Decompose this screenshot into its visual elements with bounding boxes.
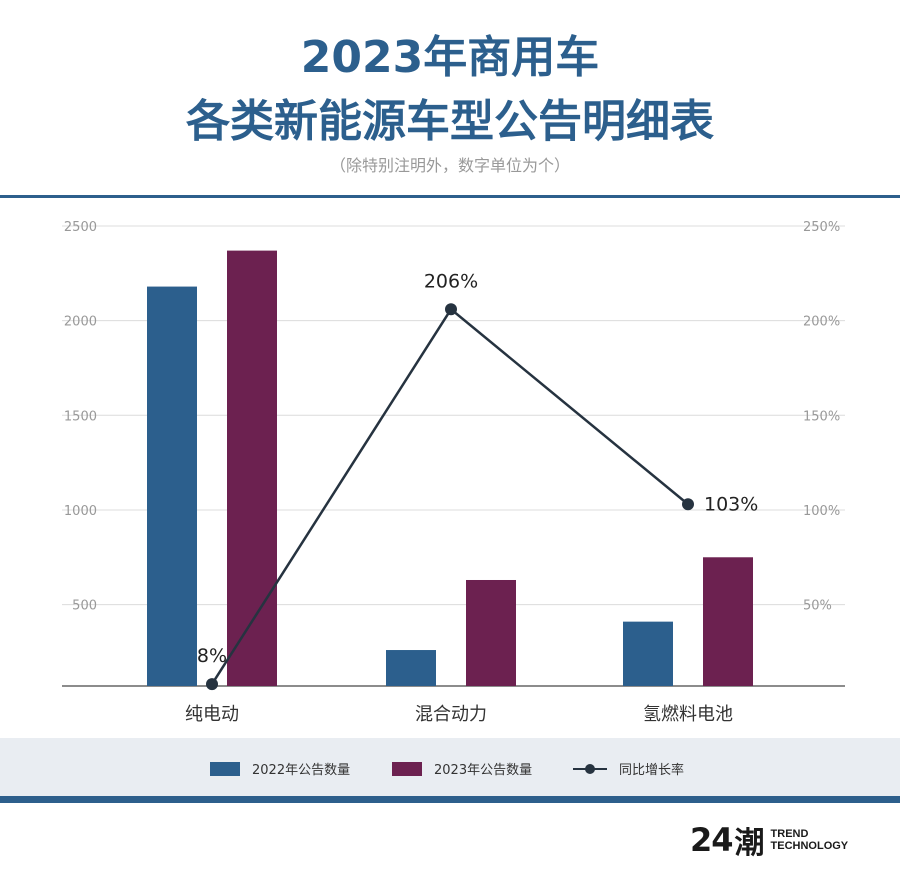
x-category-label: 混合动力 — [415, 704, 487, 725]
y-right-tick-label: 250% — [803, 220, 840, 235]
growth-data-label: 103% — [704, 493, 758, 515]
legend-label-2022: 2022年公告数量 — [252, 763, 351, 778]
y-left-tick-label: 2500 — [64, 220, 97, 235]
logo-english-line-1: TREND — [770, 828, 809, 840]
y-left-tick-label: 500 — [72, 599, 97, 614]
growth-point — [206, 678, 218, 691]
x-category-label: 纯电动 — [185, 704, 239, 725]
y-left-tick-label: 2000 — [64, 315, 97, 330]
legend-item-2022: 2022年公告数量 — [210, 759, 350, 778]
chart-title-line-2: 各类新能源车型公告明细表 — [186, 96, 714, 147]
growth-data-label: 206% — [424, 270, 478, 292]
chart-title-line-1: 2023年商用车 — [300, 32, 600, 83]
y-right-tick-label: 150% — [803, 409, 840, 424]
legend-swatch-2023 — [392, 761, 422, 776]
y-right-tick-label: 100% — [803, 504, 840, 519]
growth-data-label: 8% — [197, 645, 227, 667]
growth-point — [682, 498, 694, 511]
bar-2023-1 — [466, 579, 516, 686]
bar-2022-1 — [386, 650, 436, 686]
bottom-divider — [0, 796, 900, 803]
chart-subtitle: （除特别注明外，数字单位为个） — [329, 156, 570, 175]
legend-label-growth: 同比增长率 — [619, 763, 685, 778]
bar-2023-0 — [227, 250, 277, 686]
logo-english: TREND TECHNOLOGY — [771, 828, 849, 852]
legend: 2022年公告数量 2023年公告数量 同比增长率 — [0, 738, 900, 796]
top-divider — [0, 195, 900, 198]
growth-line — [210, 307, 689, 685]
y-right-tick-label: 200% — [803, 315, 840, 330]
logo-english-line-2: TECHNOLOGY — [770, 840, 849, 852]
chart-canvas: 500 50% 1000 100% 1500 150% 2000 200% 2500 250% 纯电… — [62, 220, 845, 725]
x-category-label: 氢燃料电池 — [643, 704, 733, 725]
legend-item-2023: 2023年公告数量 — [392, 759, 532, 778]
legend-band: 2022年公告数量 2023年公告数量 同比增长率 — [0, 738, 900, 796]
y-left-tick-label: 1500 — [64, 409, 97, 424]
bar-2022-2 — [623, 621, 673, 686]
legend-item-growth: 同比增长率 — [573, 759, 684, 778]
legend-label-2023: 2023年公告数量 — [434, 763, 533, 778]
bar-2023-2 — [703, 557, 753, 686]
legend-swatch-growth — [573, 762, 607, 776]
logo-chinese: 潮 — [734, 826, 765, 861]
logo-number: 24 — [690, 821, 734, 859]
legend-swatch-2022 — [210, 761, 240, 776]
bar-2022-0 — [147, 286, 197, 686]
brand-logo: 24 潮 TREND TECHNOLOGY — [690, 818, 848, 862]
y-right-tick-label: 50% — [803, 599, 832, 614]
y-left-tick-label: 1000 — [64, 504, 97, 519]
growth-point — [445, 303, 457, 316]
